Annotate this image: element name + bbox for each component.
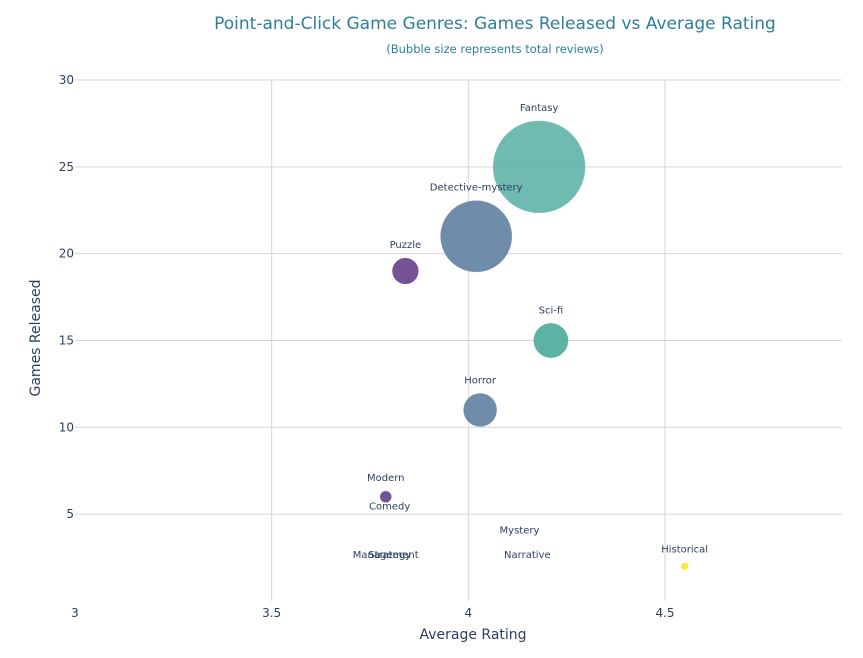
bubbles — [379, 120, 689, 571]
chart-title: Point-and-Click Game Genres: Games Relea… — [214, 14, 776, 34]
y-tick-label: 5 — [66, 507, 74, 521]
bubble-label-comedy: Comedy — [369, 501, 410, 512]
bubble-label-management: Management — [353, 550, 419, 561]
bubble-historical — [680, 562, 689, 571]
bubble-sci-fi — [533, 323, 569, 358]
bubble-label-historical: Historical — [661, 545, 708, 556]
y-tick-label: 15 — [59, 334, 74, 348]
chart-subtitle: (Bubble size represents total reviews) — [386, 42, 604, 56]
x-tick-label: 3.5 — [262, 606, 281, 620]
y-tick-label: 10 — [59, 420, 74, 434]
bubble-label-detective-mystery: Detective-mystery — [430, 183, 523, 194]
y-tick-label: 20 — [59, 247, 74, 261]
gridlines — [75, 79, 842, 601]
bubble-label-fantasy: Fantasy — [520, 103, 559, 114]
bubble-modern — [379, 490, 392, 503]
bubble-detective-mystery — [440, 200, 513, 273]
bubble-label-puzzle: Puzzle — [390, 240, 422, 251]
bubble-label-sci-fi: Sci-fi — [539, 305, 564, 316]
y-tick-label: 25 — [59, 160, 74, 174]
bubble-label-modern: Modern — [367, 473, 405, 484]
bubble-fantasy — [492, 120, 586, 214]
bubble-label-horror: Horror — [464, 375, 497, 386]
bubble-labels: Fantasy Detective-mystery Sci-fi Horror Puzz… — [353, 103, 708, 561]
y-axis-title: Games Released — [28, 279, 44, 396]
bubble-puzzle — [392, 257, 419, 285]
bubble-horror — [463, 393, 497, 427]
x-tick-label: 3 — [71, 606, 79, 620]
bubble-label-narrative: Narrative — [504, 550, 551, 561]
x-tick-label: 4 — [465, 606, 473, 620]
y-tick-labels: 5 10 15 20 25 30 — [59, 73, 74, 521]
bubble-label-strategy: Strategy — [368, 550, 411, 561]
y-tick-label: 30 — [59, 73, 74, 87]
x-axis-title: Average Rating — [419, 627, 526, 643]
bubble-label-mystery: Mystery — [500, 526, 540, 537]
x-tick-labels: 3 3.5 4 4.5 — [71, 606, 674, 620]
x-tick-label: 4.5 — [655, 606, 674, 620]
